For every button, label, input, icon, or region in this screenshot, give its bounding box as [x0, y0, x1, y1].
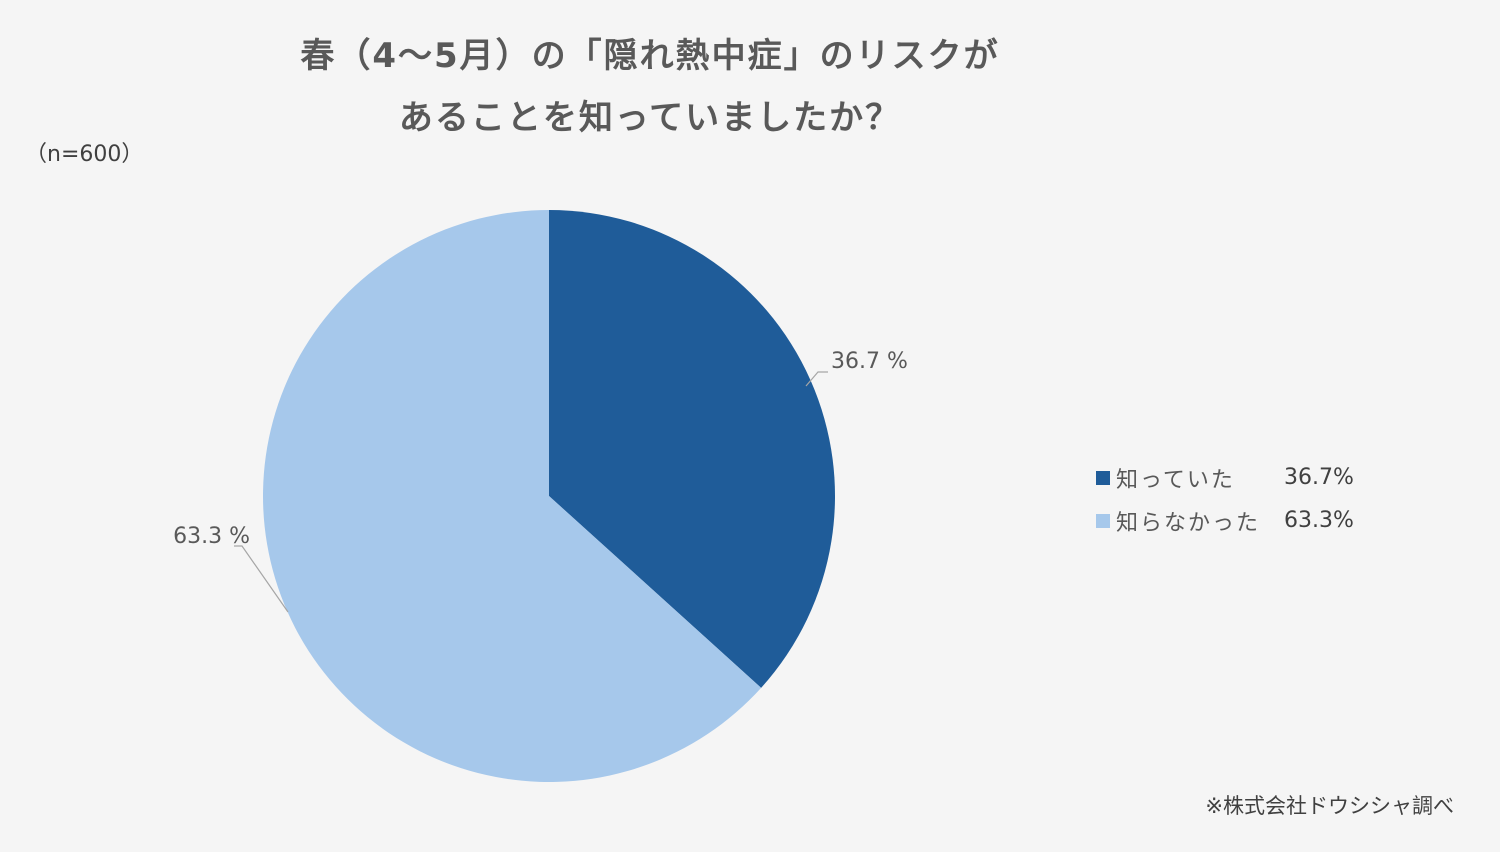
legend-swatch-known [1096, 470, 1110, 485]
legend-item-unknown: 知らなかった 63.3% [1096, 499, 1354, 542]
sample-size-note: （n=600） [25, 142, 144, 167]
data-label-known: 36.7 % [831, 349, 908, 374]
legend-label-known: 知っていた [1116, 467, 1235, 493]
legend: 知っていた 36.7% 知らなかった 63.3% [1096, 456, 1354, 542]
legend-swatch-unknown [1096, 513, 1110, 528]
leader-line-unknown [234, 545, 289, 613]
pie-slice-known [549, 210, 835, 688]
legend-label-unknown: 知らなかった [1116, 510, 1261, 536]
chart-title-line2: あることを知っていましたか？ [398, 98, 902, 138]
data-label-unknown: 63.3 % [173, 524, 250, 549]
source-note: ※株式会社ドウシシャ調べ [1205, 794, 1454, 818]
legend-item-known: 知っていた 36.7% [1096, 456, 1354, 499]
legend-value-known: 36.7% [1284, 465, 1354, 490]
chart-title-line1: 春（4～5月）の「隠れ熱中症」のリスクが [300, 36, 1000, 76]
legend-value-unknown: 63.3% [1284, 508, 1354, 533]
leader-line-known [805, 371, 828, 387]
pie-slice-unknown [262, 210, 762, 782]
